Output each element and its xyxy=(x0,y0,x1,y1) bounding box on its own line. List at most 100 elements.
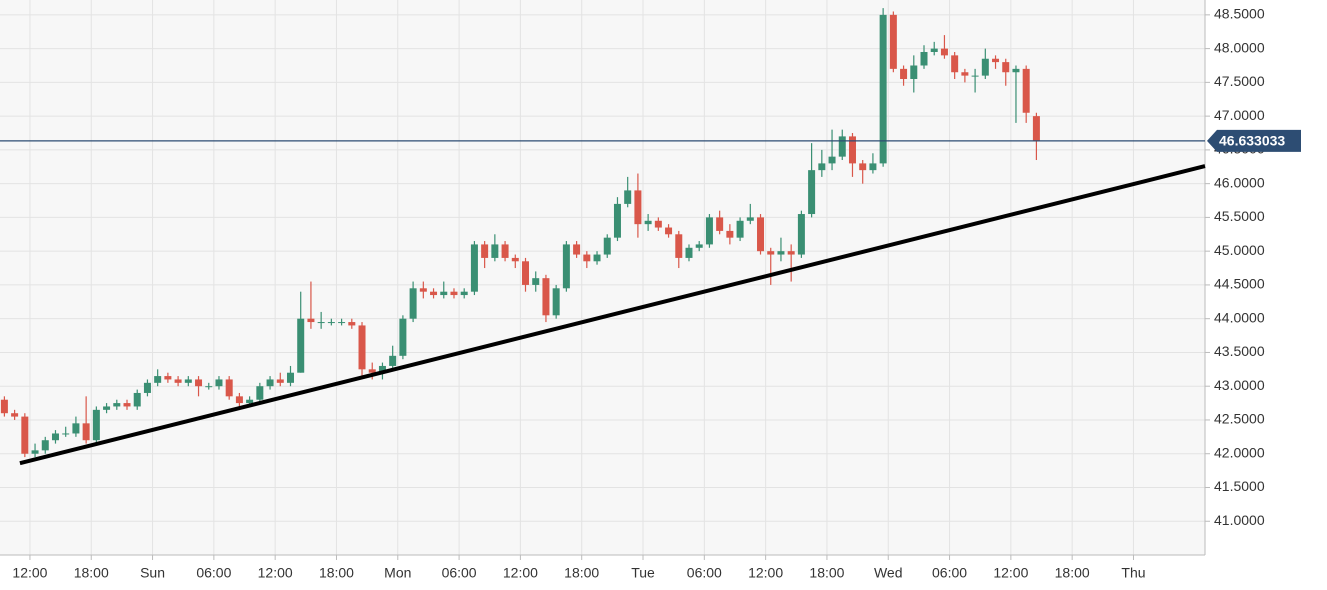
candle-body xyxy=(1022,68,1030,113)
candle-body xyxy=(940,48,948,56)
candle-body xyxy=(900,68,908,79)
x-tick-label: 18:00 xyxy=(1055,565,1090,581)
candle-body xyxy=(644,220,652,225)
x-tick-label: 06:00 xyxy=(687,565,722,581)
candle-body xyxy=(225,379,233,397)
candle-body xyxy=(859,163,867,171)
candle-body xyxy=(685,247,693,258)
candle-body xyxy=(583,254,591,262)
y-tick-label: 42.5000 xyxy=(1214,411,1265,427)
candle-body xyxy=(62,433,70,435)
candle-body xyxy=(358,325,366,370)
candle-body xyxy=(787,251,795,255)
plot-area xyxy=(0,0,1205,555)
x-tick-label: Thu xyxy=(1121,565,1145,581)
candle-body xyxy=(21,416,29,454)
candle-body xyxy=(286,372,294,383)
candle-body xyxy=(113,403,121,407)
y-tick-label: 46.0000 xyxy=(1214,174,1265,190)
candle-body xyxy=(205,386,213,388)
candle-body xyxy=(920,51,928,66)
x-tick-label: 06:00 xyxy=(196,565,231,581)
candle-body xyxy=(573,244,581,255)
candle-body xyxy=(215,379,223,387)
candle-body xyxy=(746,217,754,221)
candle-body xyxy=(82,423,90,441)
candle-body xyxy=(348,322,356,326)
candle-body xyxy=(389,355,397,366)
y-tick-label: 45.0000 xyxy=(1214,242,1265,258)
candle-body xyxy=(11,413,19,417)
candle-body xyxy=(828,156,836,164)
candle-body xyxy=(266,379,274,387)
candle-body xyxy=(848,136,856,164)
candle-body xyxy=(103,406,111,410)
candle-body xyxy=(123,403,131,407)
candle-body xyxy=(1012,68,1020,73)
candle-body xyxy=(307,318,315,323)
x-tick-label: 12:00 xyxy=(12,565,47,581)
x-tick-label: Mon xyxy=(384,565,411,581)
x-tick-label: 18:00 xyxy=(319,565,354,581)
candle-body xyxy=(624,190,632,204)
candle-body xyxy=(665,227,673,235)
x-tick-label: 18:00 xyxy=(74,565,109,581)
trend-line xyxy=(19,164,1206,466)
x-tick-label: 12:00 xyxy=(748,565,783,581)
y-tick-label: 41.0000 xyxy=(1214,512,1265,528)
candle-body xyxy=(552,288,560,316)
candle-body xyxy=(491,244,499,258)
candle-body xyxy=(889,14,897,69)
candle-body xyxy=(818,163,826,171)
x-tick-label: 18:00 xyxy=(809,565,844,581)
candle-body xyxy=(797,214,805,255)
candle-body xyxy=(992,58,1000,63)
x-tick-label: 12:00 xyxy=(258,565,293,581)
candle-body xyxy=(164,376,172,380)
y-tick-label: 45.5000 xyxy=(1214,208,1265,224)
candle-body xyxy=(317,322,325,324)
candle-body xyxy=(174,379,182,383)
candle-body xyxy=(440,291,448,296)
candle-body xyxy=(562,244,570,289)
candle-body xyxy=(501,244,509,258)
candle-body xyxy=(256,386,264,400)
candle-body xyxy=(654,220,662,228)
candle-body xyxy=(154,376,162,383)
x-tick-label: 06:00 xyxy=(932,565,967,581)
candle-body xyxy=(195,379,203,387)
candle-body xyxy=(460,291,468,296)
candle-body xyxy=(41,440,49,451)
candle-body xyxy=(603,237,611,255)
candle-body xyxy=(634,190,642,225)
candle-body xyxy=(981,58,989,76)
candle-body xyxy=(879,14,887,164)
y-tick-label: 43.0000 xyxy=(1214,377,1265,393)
x-tick-label: 06:00 xyxy=(442,565,477,581)
y-tick-label: 41.5000 xyxy=(1214,478,1265,494)
candle-body xyxy=(470,244,478,292)
y-tick-label: 47.0000 xyxy=(1214,107,1265,123)
candle-body xyxy=(92,409,100,441)
candle-body xyxy=(675,234,683,258)
candle-body xyxy=(542,278,550,316)
candle-body xyxy=(767,251,775,255)
candle-body xyxy=(613,203,621,238)
candle-body xyxy=(532,278,540,285)
candle-body xyxy=(971,75,979,77)
y-tick-label: 48.5000 xyxy=(1214,6,1265,22)
candle-body xyxy=(695,244,703,248)
last-price-label: 46.633033 xyxy=(1219,133,1285,149)
candle-body xyxy=(297,318,305,373)
candle-body xyxy=(1002,62,1010,73)
candle-body xyxy=(133,392,141,407)
candle-body xyxy=(522,261,530,285)
x-tick-label: 18:00 xyxy=(564,565,599,581)
candle-body xyxy=(910,65,918,79)
candle-body xyxy=(0,399,8,414)
candle-body xyxy=(716,217,724,231)
candle-body xyxy=(951,55,959,73)
y-tick-label: 44.0000 xyxy=(1214,309,1265,325)
